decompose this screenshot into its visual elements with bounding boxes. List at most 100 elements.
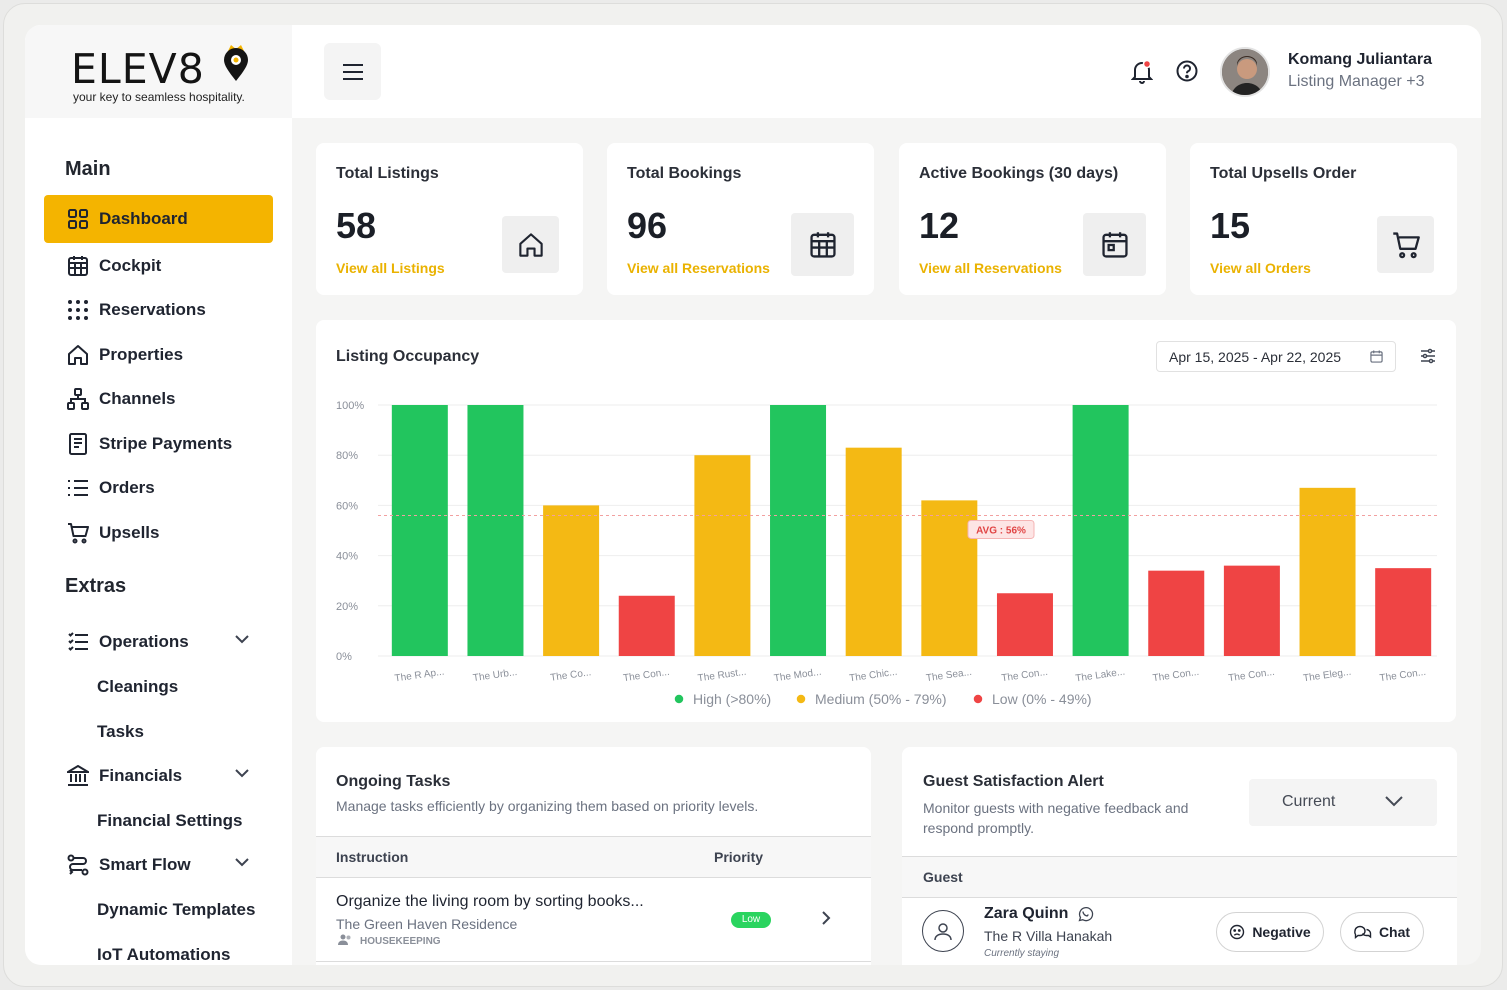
sidebar-item-smart-flow[interactable]: Smart Flow [44,841,273,889]
task-property: The Green Haven Residence [336,916,518,932]
menu-button[interactable] [324,43,381,100]
sliders-icon[interactable] [1420,348,1436,364]
sidebar-item-properties[interactable]: Properties [44,331,273,379]
sidebar-item-label: Smart Flow [99,855,191,874]
home-icon [66,343,90,367]
legend-dot [795,693,807,705]
logo-tagline: your key to seamless hospitality. [73,90,245,104]
stat-value: 12 [919,205,960,246]
guest-filter-value: Current [1282,793,1336,810]
stat-link[interactable]: View all Listings [336,260,445,276]
avatar[interactable] [1220,47,1270,97]
x-tick-label: The Sea... [925,667,972,684]
logo[interactable]: ELEV8 [71,45,205,93]
help-icon[interactable] [1176,60,1198,82]
chat-button[interactable]: Chat [1340,912,1424,952]
chat-label: Chat [1378,924,1411,940]
sentiment-badge[interactable]: Negative [1216,912,1324,952]
sidebar-subitem-financial-settings[interactable]: Financial Settings [97,811,243,830]
table-header-bg [316,837,871,877]
sidebar-item-label: Stripe Payments [99,434,233,453]
guest-alert-subtitle: Monitor guests with negative feedback an… [923,800,1189,836]
x-tick-label: The Con... [623,667,671,684]
section-title-main: Main [65,158,111,180]
priority-badge: Low [731,912,771,928]
calendar-icon [809,231,836,258]
guest-filter-select[interactable]: Current [1249,779,1437,826]
list-icon [66,476,90,500]
legend-label: Low (0% - 49%) [992,691,1092,707]
sidebar-item-upsells[interactable]: Upsells [44,509,273,557]
user-photo-icon [1222,49,1268,95]
date-range-picker[interactable]: Apr 15, 2025 - Apr 22, 2025 [1156,341,1396,372]
stat-link[interactable]: View all Reservations [919,260,1062,276]
sidebar-item-reservations[interactable]: Reservations [44,286,273,334]
chart-bar [1299,487,1356,656]
average-badge [967,519,1035,539]
y-tick-label: 60% [336,500,358,512]
x-tick-label: The R Ap... [394,667,445,685]
y-tick-label: 0% [336,651,352,663]
stat-value: 96 [627,205,668,246]
table-header-bg [902,857,1457,897]
occupancy-chart-card: Listing Occupancy Apr 15, 2025 - Apr 22,… [316,320,1456,722]
user-name[interactable]: Komang Juliantara [1288,51,1433,68]
logo-area: ELEV8 your key to seamless hospitality. [25,25,292,118]
sidebar-item-label: Properties [99,345,184,364]
whatsapp-icon[interactable] [1077,906,1094,923]
chart-title: Listing Occupancy [336,348,480,365]
sentiment-label: Negative [1252,924,1311,940]
stat-card-total-bookings: Total Bookings 96 View all Reservations [607,143,874,295]
chart-bar [694,455,751,656]
sidebar-subitem-tasks[interactable]: Tasks [97,722,144,741]
chat-icon [1354,925,1372,939]
stat-link[interactable]: View all Reservations [627,260,770,276]
guest-name[interactable]: Zara Quinn [984,905,1069,922]
calendar-icon [1370,350,1383,363]
sidebar-item-label: Reservations [99,300,206,319]
sidebar-item-channels[interactable]: Channels [44,375,273,423]
task-category: HOUSEKEEPING [360,936,441,947]
sidebar-item-label: Operations [99,632,189,651]
sidebar-item-financials[interactable]: Financials [44,752,273,800]
stat-card-active-bookings: Active Bookings (30 days) 12 View all Re… [899,143,1166,295]
stat-icon-box [1083,213,1146,276]
chevron-right-icon[interactable] [821,910,831,926]
sidebar-item-label: Upsells [99,523,160,542]
task-instruction: Organize the living room by sorting book… [336,893,644,910]
sidebar-subitem-iot-automations[interactable]: IoT Automations [97,945,231,964]
sidebar-subitem-dynamic-templates[interactable]: Dynamic Templates [97,900,256,919]
bank-icon [66,764,90,788]
x-tick-label: The Rust... [697,667,747,685]
receipt-icon [66,432,90,456]
sidebar-item-operations[interactable]: Operations [44,618,273,666]
stat-title: Active Bookings (30 days) [919,165,1119,182]
sidebar-item-label: Dashboard [99,209,188,228]
network-icon [66,387,90,411]
sidebar-item-orders[interactable]: Orders [44,464,273,512]
sidebar-subitem-cleanings[interactable]: Cleanings [97,677,179,696]
divider [316,877,871,878]
chevron-down-icon[interactable] [235,858,249,867]
sidebar-item-dashboard[interactable]: Dashboard [44,195,273,243]
sidebar-item-cockpit[interactable]: Cockpit [44,242,273,290]
chart-bar [845,447,902,656]
chart-bar [618,595,675,656]
flow-icon [66,853,90,877]
section-title-extras: Extras [65,575,127,597]
people-icon [338,934,351,945]
bell-icon[interactable] [1131,60,1153,84]
x-tick-label: The Con... [1001,667,1049,684]
chevron-down-icon[interactable] [235,769,249,778]
sidebar-item-label: Channels [99,389,176,408]
chevron-down-icon[interactable] [235,635,249,644]
y-tick-label: 40% [336,551,358,563]
y-tick-label: 80% [336,450,358,462]
stat-value: 15 [1210,205,1251,246]
stat-link[interactable]: View all Orders [1210,260,1311,276]
top-bar: Komang Juliantara Listing Manager +3 [292,25,1481,118]
stat-title: Total Bookings [627,165,742,182]
legend-label: Medium (50% - 79%) [815,691,947,707]
sidebar-item-label: Financials [99,766,183,785]
sidebar-item-stripe-payments[interactable]: Stripe Payments [44,420,273,468]
